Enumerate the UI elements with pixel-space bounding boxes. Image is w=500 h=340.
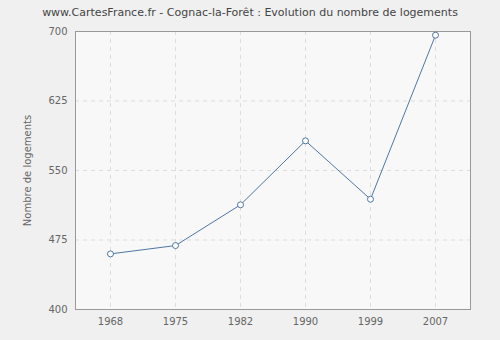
svg-text:2007: 2007 (423, 316, 448, 327)
svg-text:1975: 1975 (163, 316, 188, 327)
svg-text:475: 475 (48, 234, 67, 245)
svg-text:550: 550 (48, 165, 67, 176)
html-text:www.CartesFrance.fr - Cognac-l: www.CartesFrance.fr - Cognac-la-Forêt : … (42, 6, 458, 19)
svg-text:1999: 1999 (358, 316, 383, 327)
svg-text:Nombre de logements: Nombre de logements (22, 115, 33, 226)
svg-text:1990: 1990 (293, 316, 318, 327)
svg-text:1968: 1968 (98, 316, 123, 327)
svg-text:700: 700 (48, 26, 67, 37)
svg-text:625: 625 (48, 95, 67, 106)
svg-text:1982: 1982 (228, 316, 253, 327)
svg-text:400: 400 (48, 304, 67, 315)
